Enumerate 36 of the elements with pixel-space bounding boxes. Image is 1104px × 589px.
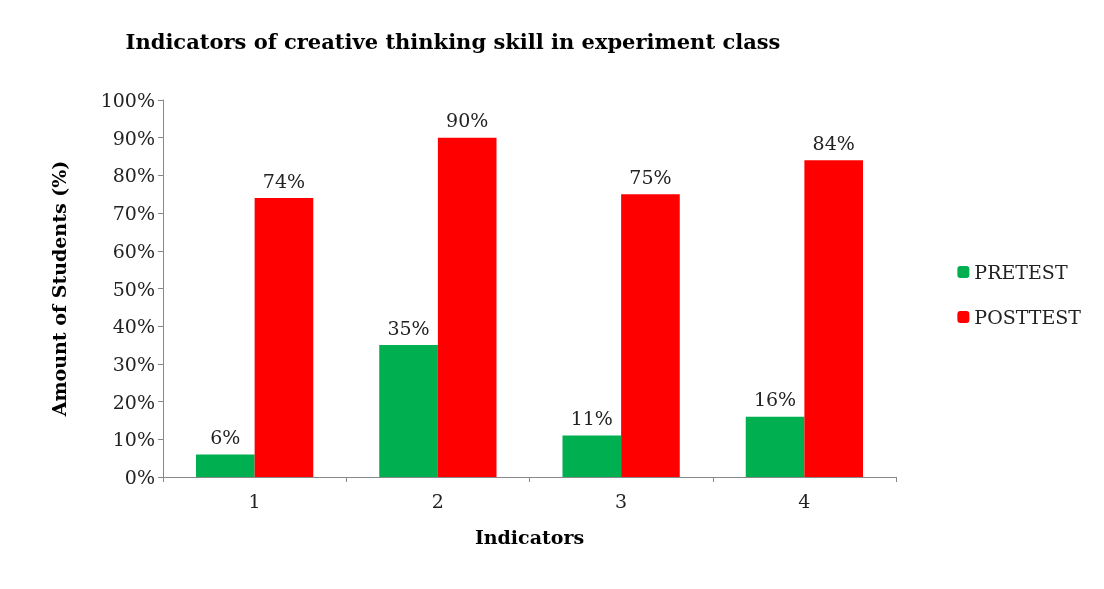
y-tick-label: 60%	[112, 239, 155, 262]
data-label: 6%	[210, 425, 241, 448]
y-tick-label: 90%	[112, 126, 155, 149]
data-label: 11%	[570, 407, 613, 430]
legend-label: POSTTEST	[974, 306, 1082, 328]
x-tick-label: 4	[798, 489, 811, 512]
y-tick-label: 70%	[112, 202, 155, 225]
y-tick-label: 0%	[124, 466, 155, 488]
bar	[745, 416, 805, 477]
y-tick-label: 30%	[112, 352, 155, 375]
data-label: 16%	[753, 388, 797, 411]
x-axis-title: Indicators	[474, 525, 585, 548]
chart-title: Indicators of creative thinking skill in experiment class	[125, 29, 781, 54]
bar	[562, 435, 622, 477]
y-axis-title: Amount of Students (%)	[47, 160, 70, 418]
y-tick-label: 50%	[112, 277, 155, 300]
y-tick-label: 40%	[112, 315, 155, 338]
legend-label: PRETEST	[974, 261, 1068, 283]
bar	[804, 160, 864, 477]
data-label: 35%	[387, 316, 430, 339]
x-tick-label: 2	[431, 489, 444, 512]
y-tick-label: 80%	[112, 164, 155, 187]
bar	[379, 345, 438, 477]
y-tick-label: 10%	[112, 428, 155, 451]
x-tick-label: 1	[248, 489, 261, 512]
bar	[621, 194, 680, 477]
bar	[437, 137, 497, 477]
data-label: 90%	[446, 109, 489, 132]
data-label: 75%	[629, 165, 672, 188]
bar	[254, 198, 314, 477]
y-tick-label: 100%	[100, 89, 155, 111]
data-label: 84%	[812, 131, 855, 154]
x-tick-label: 3	[615, 489, 628, 512]
y-tick-label: 20%	[112, 390, 155, 413]
data-label: 74%	[262, 169, 306, 192]
bar	[195, 454, 255, 477]
